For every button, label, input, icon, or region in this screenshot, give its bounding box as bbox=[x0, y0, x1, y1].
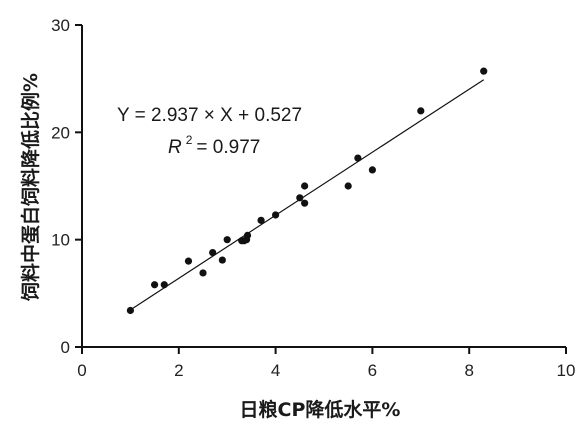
r-squared-symbol: R bbox=[168, 137, 182, 158]
data-point bbox=[296, 194, 304, 202]
r-squared-annotation: R 2 = 0.977 bbox=[168, 131, 260, 158]
x-tick-label: 6 bbox=[368, 361, 377, 380]
regression-equation: Y = 2.937 × X + 0.527 bbox=[117, 105, 302, 126]
x-tick-label: 0 bbox=[77, 361, 86, 380]
data-point bbox=[126, 306, 134, 315]
data-point bbox=[417, 107, 425, 115]
data-point bbox=[199, 269, 207, 277]
ticks: 0 2 4 6 8 10 0 10 20 30 bbox=[51, 16, 575, 380]
data-point bbox=[301, 199, 309, 207]
data-point bbox=[218, 256, 226, 264]
y-tick-label: 30 bbox=[51, 16, 70, 35]
r-squared-value: = 0.977 bbox=[196, 137, 260, 158]
data-point bbox=[223, 236, 231, 244]
data-point bbox=[209, 248, 217, 257]
r-squared-superscript: 2 bbox=[186, 133, 193, 147]
y-tick-label: 10 bbox=[51, 231, 70, 250]
y-tick-label: 0 bbox=[61, 338, 70, 357]
data-points bbox=[126, 67, 488, 315]
x-tick-label: 4 bbox=[271, 361, 280, 380]
data-point bbox=[272, 211, 280, 219]
data-point bbox=[257, 216, 265, 224]
data-point bbox=[301, 182, 309, 190]
y-tick-label: 20 bbox=[51, 123, 70, 142]
x-tick-label: 2 bbox=[174, 361, 183, 380]
data-point bbox=[151, 281, 159, 289]
data-point bbox=[368, 166, 376, 174]
data-point bbox=[184, 257, 193, 265]
data-point bbox=[480, 67, 488, 75]
fit-line-group bbox=[130, 79, 485, 311]
x-axis-title: 日粮CP降低水平% bbox=[240, 398, 401, 421]
y-axis-title: 饲料中蛋白饲料降低比例% bbox=[19, 73, 42, 302]
x-tick-label: 10 bbox=[557, 361, 576, 380]
data-point bbox=[354, 154, 362, 162]
x-tick-label: 8 bbox=[464, 361, 473, 380]
axes bbox=[81, 25, 566, 348]
data-point bbox=[160, 281, 168, 289]
data-point bbox=[344, 182, 352, 190]
regression-line bbox=[130, 79, 485, 311]
data-point bbox=[243, 231, 252, 239]
